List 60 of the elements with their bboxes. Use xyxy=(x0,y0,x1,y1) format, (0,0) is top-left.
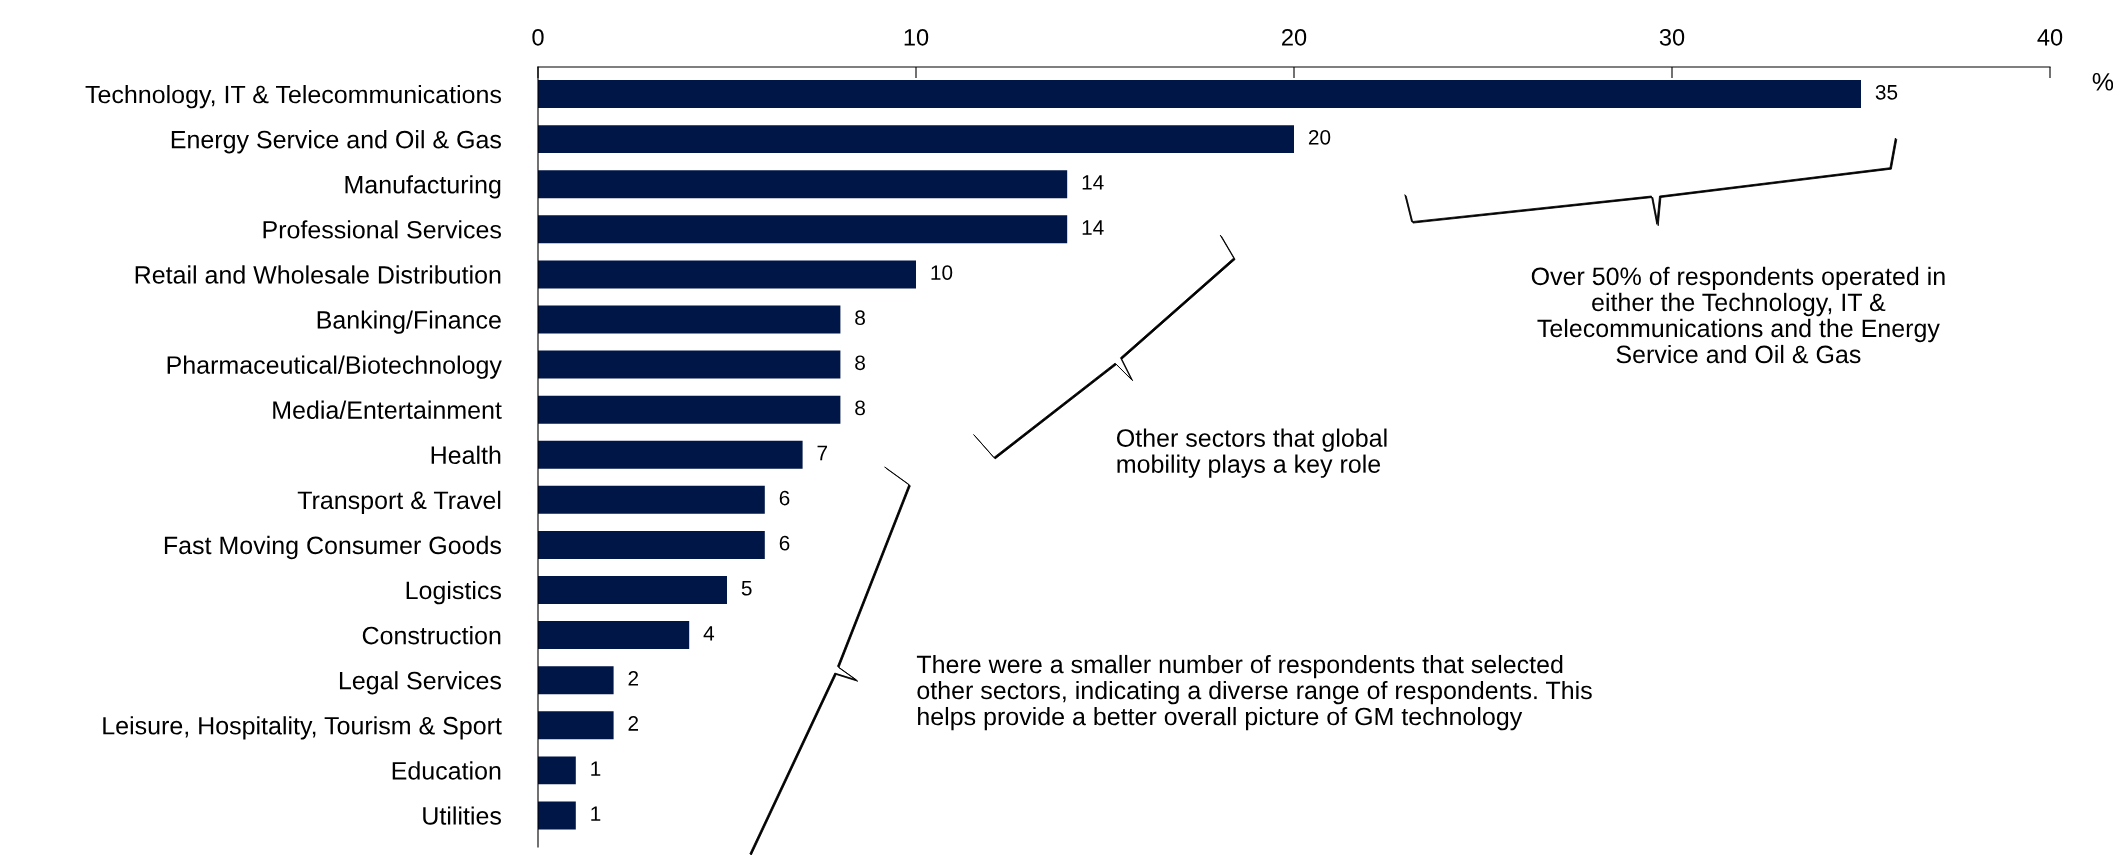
bar xyxy=(538,260,916,289)
y-tick-label: Transport & Travel xyxy=(297,490,501,515)
y-tick-label: Energy Service and Oil & Gas xyxy=(171,130,501,154)
bar xyxy=(538,711,614,740)
bar xyxy=(538,80,1861,109)
y-tick-label: Leisure, Hospitality, Tourism & Sport xyxy=(103,716,502,740)
data-label: 35 xyxy=(1875,84,1898,100)
x-tick-label: 20 xyxy=(1282,28,1307,46)
y-tick-label: Fast Moving Consumer Goods xyxy=(164,535,502,560)
y-tick-label: Retail and Wholesale Distribution xyxy=(135,265,501,284)
annotation: Over 50% of respondents operated in either the Technology, IT & Telecommunications and the Energy Service and Oil & Gas xyxy=(1531,266,1945,364)
data-label: 1 xyxy=(591,761,601,776)
y-tick-label: Education xyxy=(392,761,501,780)
data-label: 4 xyxy=(703,626,715,641)
bar xyxy=(538,621,690,650)
y-tick-label: Logistics xyxy=(406,580,501,605)
data-label: 8 xyxy=(855,355,865,371)
bar xyxy=(538,530,765,559)
data-label: 7 xyxy=(817,445,828,461)
y-tick-label: Manufacturing xyxy=(345,175,501,199)
y-tick-label: Banking/Finance xyxy=(317,310,501,334)
data-label: 2 xyxy=(628,716,639,731)
bar xyxy=(538,170,1068,199)
x-tick-label: 10 xyxy=(904,28,929,46)
bar xyxy=(538,485,765,514)
y-tick-label: Legal Services xyxy=(339,671,501,695)
bar xyxy=(538,440,803,469)
bar xyxy=(538,395,841,424)
y-tick-label: Utilities xyxy=(423,806,501,825)
bar xyxy=(538,576,727,604)
x-axis-title: % xyxy=(2092,73,2113,91)
data-label: 14 xyxy=(1082,220,1104,235)
data-label: 6 xyxy=(779,490,790,506)
y-tick-label: Health xyxy=(431,445,501,465)
bar xyxy=(538,756,576,785)
y-tick-label: Pharmaceutical/Biotechnology xyxy=(167,355,502,379)
bar xyxy=(538,125,1294,154)
x-tick-label: 40 xyxy=(2037,28,2063,46)
annotation: Other sectors that global mobility plays a key role xyxy=(1116,428,1387,478)
data-label: 20 xyxy=(1308,129,1331,145)
x-tick-label: 30 xyxy=(1659,28,1685,46)
bar xyxy=(538,801,576,830)
data-label: 10 xyxy=(931,265,953,280)
bar xyxy=(538,215,1068,244)
data-label: 8 xyxy=(855,400,865,416)
annotation: There were a smaller number of respondents that selected other sectors, indicating a diverse range of respondents. This helps provide a better overall picture of GM technology xyxy=(916,654,1592,731)
data-label: 8 xyxy=(855,310,865,326)
y-tick-label: Technology, IT & Telecommunications xyxy=(85,84,502,109)
y-tick-label: Professional Services xyxy=(263,220,501,239)
y-tick-label: Construction xyxy=(362,626,501,645)
bar xyxy=(538,350,841,379)
y-tick-label: Media/Entertainment xyxy=(273,400,502,419)
data-label: 14 xyxy=(1082,175,1104,190)
data-label: 1 xyxy=(591,806,601,821)
data-label: 6 xyxy=(779,535,790,551)
data-label: 5 xyxy=(741,581,752,596)
x-tick-label: 0 xyxy=(532,28,544,46)
bar xyxy=(538,305,841,334)
data-label: 2 xyxy=(628,671,639,686)
bar xyxy=(538,666,614,695)
